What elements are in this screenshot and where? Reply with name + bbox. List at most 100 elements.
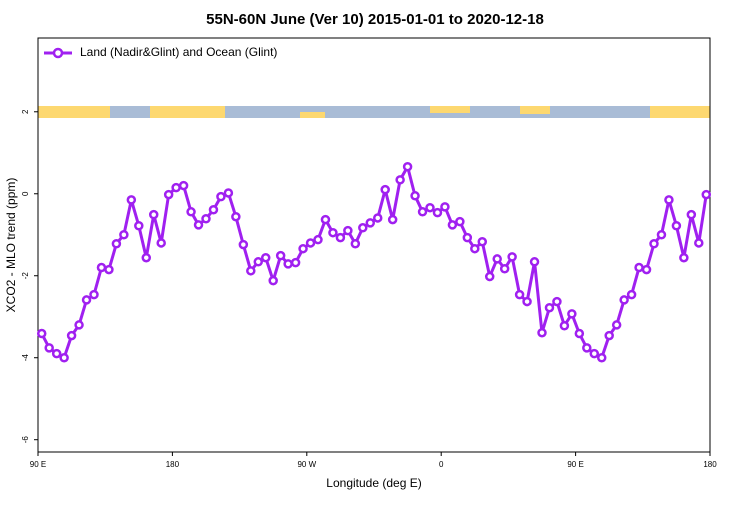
point xyxy=(470,243,480,254)
y-tick-label: 2 xyxy=(21,109,30,114)
point xyxy=(328,227,338,238)
point xyxy=(253,257,264,267)
point xyxy=(604,330,614,341)
point xyxy=(111,239,122,249)
plot-frame xyxy=(37,37,711,453)
point xyxy=(664,195,674,205)
x-tick-label: 90 E xyxy=(30,460,46,469)
point xyxy=(701,189,712,200)
point xyxy=(74,320,84,330)
point xyxy=(455,216,465,227)
point xyxy=(432,207,443,218)
point xyxy=(66,330,77,341)
point xyxy=(567,309,577,319)
point xyxy=(477,236,488,247)
point xyxy=(186,207,196,217)
point xyxy=(447,220,458,230)
point xyxy=(589,348,600,359)
x-axis-label: Longitude (deg E) xyxy=(326,476,421,490)
point xyxy=(529,257,540,267)
point xyxy=(559,321,570,331)
point xyxy=(231,211,241,222)
point xyxy=(320,214,331,225)
point xyxy=(634,262,644,273)
point xyxy=(81,295,92,305)
point xyxy=(582,343,592,353)
point xyxy=(499,264,510,274)
point xyxy=(596,352,607,363)
point xyxy=(178,180,189,191)
point xyxy=(619,295,629,305)
point xyxy=(343,225,353,236)
point xyxy=(335,232,346,243)
point xyxy=(402,161,413,172)
x-tick-label: 90 E xyxy=(567,460,583,469)
point xyxy=(410,191,420,201)
point xyxy=(119,230,129,240)
point xyxy=(223,188,234,198)
point xyxy=(36,328,47,339)
point xyxy=(208,204,219,215)
point xyxy=(134,220,144,231)
point xyxy=(417,207,428,217)
point xyxy=(246,266,256,276)
point xyxy=(649,239,659,249)
point xyxy=(544,302,555,313)
point xyxy=(365,218,376,228)
point xyxy=(290,257,301,268)
point xyxy=(141,252,152,263)
point xyxy=(380,184,390,195)
point xyxy=(372,213,383,223)
point xyxy=(193,220,204,230)
point xyxy=(656,230,667,240)
point xyxy=(507,252,517,262)
point xyxy=(686,209,697,220)
point xyxy=(260,252,271,263)
chart-title: 55N-60N June (Ver 10) 2015-01-01 to 2020… xyxy=(206,11,544,28)
point xyxy=(514,289,525,300)
y-axis-label: XCO2 - MLO trend (ppm) xyxy=(4,178,18,313)
y-tick-label: -6 xyxy=(21,436,30,444)
legend-marker xyxy=(52,47,64,59)
point xyxy=(275,250,286,261)
point xyxy=(171,182,181,193)
point xyxy=(51,348,62,359)
point xyxy=(156,238,166,248)
point xyxy=(44,343,54,353)
point xyxy=(611,320,622,330)
x-tick-label: 0 xyxy=(439,460,444,469)
point xyxy=(395,175,405,185)
point xyxy=(537,327,547,338)
point xyxy=(238,239,249,250)
point xyxy=(641,264,652,275)
legend-label: Land (Nadir&Glint) and Ocean (Glint) xyxy=(80,45,277,59)
x-tick-label: 90 W xyxy=(297,460,316,469)
point xyxy=(104,264,114,275)
point xyxy=(671,220,682,231)
point xyxy=(484,271,495,282)
point xyxy=(522,296,532,307)
point xyxy=(679,252,689,263)
point xyxy=(440,202,450,212)
point xyxy=(358,223,368,233)
point xyxy=(283,259,293,269)
y-tick-label: -4 xyxy=(21,354,30,362)
point xyxy=(163,189,174,200)
point xyxy=(126,195,137,205)
point xyxy=(350,239,361,249)
x-tick-label: 180 xyxy=(703,460,717,469)
point xyxy=(268,275,278,286)
point xyxy=(626,289,637,300)
point xyxy=(305,238,316,248)
point xyxy=(492,254,502,264)
point xyxy=(574,328,585,339)
y-tick-label: 0 xyxy=(21,191,30,196)
point xyxy=(552,296,562,307)
x-tick-label: 180 xyxy=(166,460,180,469)
point xyxy=(298,243,308,254)
point xyxy=(89,289,99,300)
point xyxy=(462,232,473,243)
point xyxy=(387,214,398,225)
point xyxy=(313,234,323,245)
